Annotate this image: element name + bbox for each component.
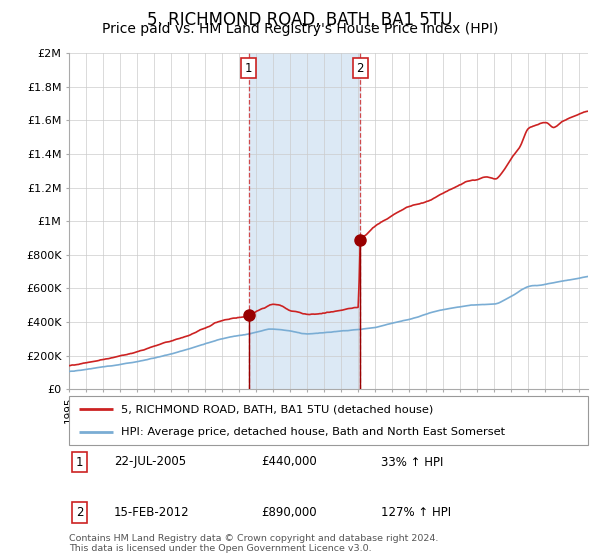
Bar [248, 53, 361, 389]
Text: £440,000: £440,000 [261, 455, 317, 469]
Text: 22-JUL-2005: 22-JUL-2005 [114, 455, 186, 469]
Text: HPI: Average price, detached house, Bath and North East Somerset: HPI: Average price, detached house, Bath… [121, 427, 505, 437]
FancyBboxPatch shape [69, 396, 588, 445]
Text: £890,000: £890,000 [261, 506, 317, 519]
Text: Contains HM Land Registry data © Crown copyright and database right 2024.
This d: Contains HM Land Registry data © Crown c… [69, 534, 439, 553]
Text: Price paid vs. HM Land Registry's House Price Index (HPI): Price paid vs. HM Land Registry's House … [102, 22, 498, 36]
Text: 2: 2 [356, 62, 364, 74]
Text: 2: 2 [76, 506, 83, 519]
Text: 1: 1 [76, 455, 83, 469]
Text: 5, RICHMOND ROAD, BATH, BA1 5TU: 5, RICHMOND ROAD, BATH, BA1 5TU [148, 11, 452, 29]
Text: 5, RICHMOND ROAD, BATH, BA1 5TU (detached house): 5, RICHMOND ROAD, BATH, BA1 5TU (detache… [121, 404, 433, 414]
Text: 127% ↑ HPI: 127% ↑ HPI [381, 506, 451, 519]
Text: 1: 1 [245, 62, 252, 74]
Text: 15-FEB-2012: 15-FEB-2012 [114, 506, 190, 519]
Text: 33% ↑ HPI: 33% ↑ HPI [381, 455, 443, 469]
